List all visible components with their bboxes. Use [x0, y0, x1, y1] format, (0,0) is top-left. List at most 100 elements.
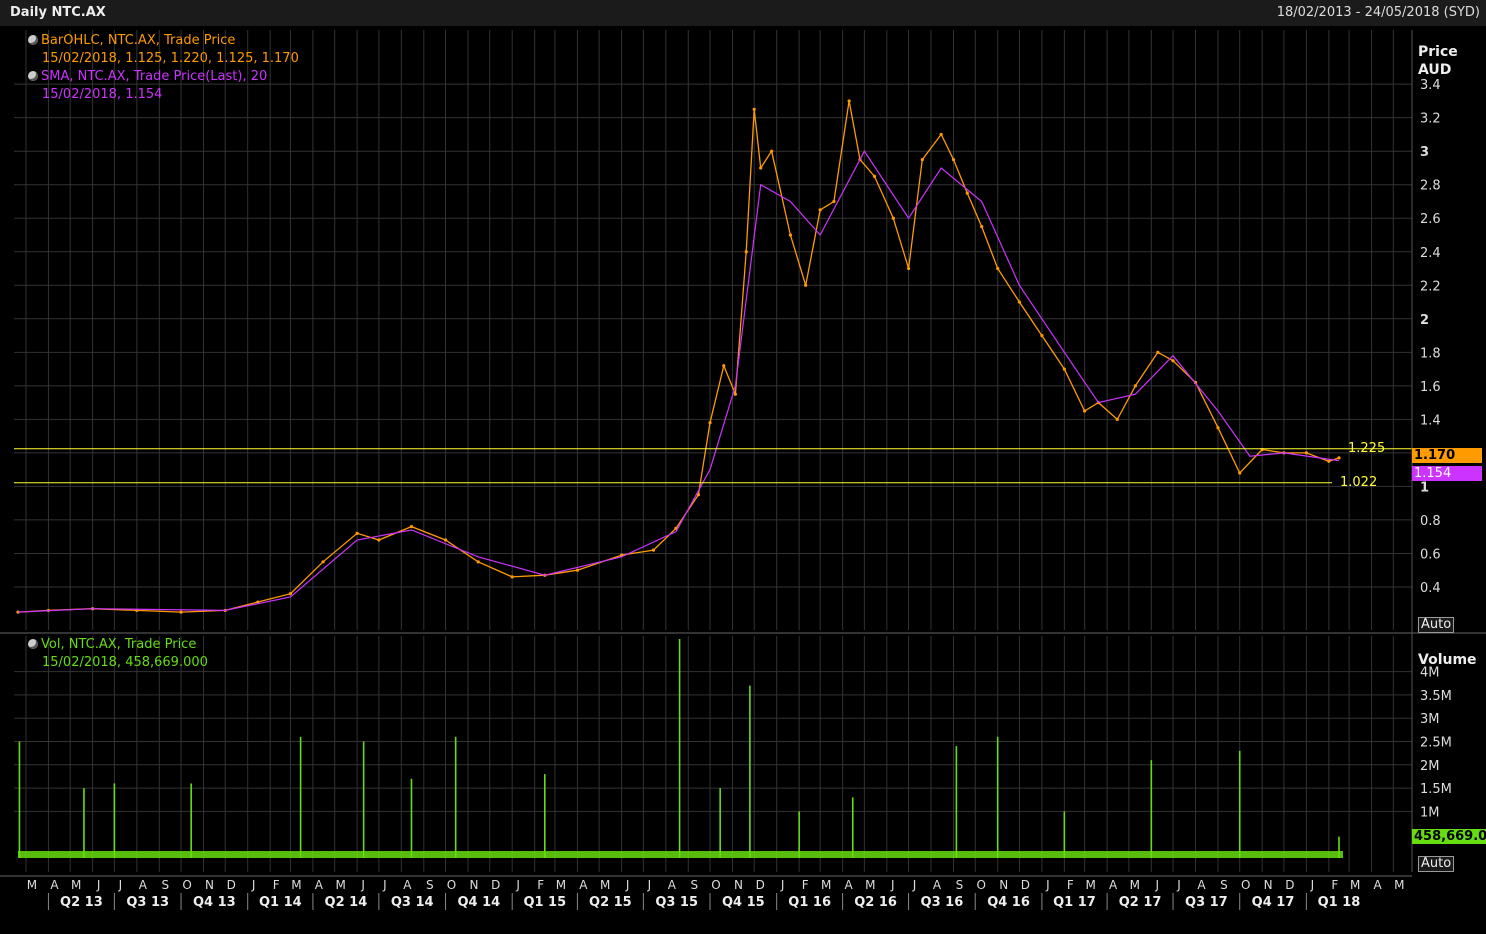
sma-series-line — [17, 150, 1340, 613]
month-tick-label: J — [625, 878, 630, 892]
last-price-tag: 1.170 — [1412, 448, 1482, 463]
price-point — [651, 548, 656, 552]
month-tick-label: J — [360, 878, 365, 892]
price-point — [1156, 350, 1160, 354]
month-tick-label: J — [118, 878, 123, 892]
month-tick-label: M — [556, 878, 566, 892]
month-tick-label: M — [291, 878, 301, 892]
volume-bar — [678, 638, 681, 858]
price-point — [179, 610, 183, 614]
price-point — [708, 421, 712, 425]
volume-series-name: Vol, NTC.AX, Trade Price — [41, 637, 197, 652]
quarter-tick-label: Q3 16 — [921, 895, 964, 910]
price-point — [1017, 300, 1022, 304]
price-tick-label: 0.8 — [1420, 514, 1441, 529]
month-tick-label: J — [1310, 878, 1315, 892]
month-tick-label: F — [537, 878, 544, 892]
price-point — [832, 199, 836, 204]
month-tick-label: F — [273, 878, 280, 892]
month-tick-label: M — [71, 878, 81, 892]
price-point — [409, 525, 414, 529]
price-tick-label: 2 — [1420, 313, 1429, 328]
price-point — [965, 191, 969, 195]
month-tick-label: A — [579, 878, 588, 892]
price-point — [1171, 359, 1175, 363]
volume-tick-label: 1M — [1420, 805, 1440, 820]
month-tick-label: O — [182, 878, 191, 892]
month-tick-label: F — [802, 878, 809, 892]
quarter-tick-label: Q3 13 — [126, 895, 169, 910]
price-point — [733, 392, 737, 396]
month-tick-label: F — [1067, 878, 1074, 892]
price-point — [575, 568, 580, 572]
volume-bar — [798, 811, 800, 858]
volume-bar — [362, 741, 365, 858]
price-tick-label: 1.4 — [1420, 413, 1441, 428]
price-tick-label: 1.6 — [1420, 380, 1441, 395]
price-legend: BarOHLC, NTC.AX, Trade Price 15/02/2018,… — [28, 32, 299, 104]
price-point — [744, 250, 748, 254]
price-point — [256, 600, 260, 604]
quarter-tick-label: Q1 17 — [1053, 895, 1096, 910]
month-tick-label: D — [1285, 878, 1294, 892]
quarter-tick-label: Q3 15 — [655, 895, 698, 910]
chart-canvas[interactable]: 0.40.60.811.21.41.61.822.22.42.62.833.23… — [0, 26, 1486, 934]
volume-base-band — [18, 851, 1343, 858]
price-point — [722, 364, 726, 368]
month-tick-label: M — [821, 878, 831, 892]
month-tick-label: N — [734, 878, 743, 892]
chart-title: Daily NTC.AX — [10, 5, 106, 20]
hline-lower-label: 1.022 — [1340, 474, 1378, 490]
month-tick-label: D — [227, 878, 236, 892]
month-tick-label: N — [1264, 878, 1273, 892]
price-point — [951, 157, 956, 162]
month-tick-label: A — [50, 878, 59, 892]
price-point — [752, 107, 756, 111]
legend-bullet-icon[interactable] — [28, 639, 38, 649]
volume-bar — [1238, 750, 1241, 858]
volume-legend: Vol, NTC.AX, Trade Price 15/02/2018, 458… — [28, 636, 208, 672]
price-points — [16, 99, 1341, 614]
price-point — [321, 560, 325, 564]
month-tick-label: O — [711, 878, 720, 892]
price-tick-label: 3.2 — [1420, 112, 1441, 127]
legend-bullet-icon[interactable] — [28, 35, 38, 45]
quarter-tick-label: Q2 15 — [589, 895, 632, 910]
price-point — [847, 99, 851, 103]
quarter-tick-label: Q1 15 — [523, 895, 566, 910]
horizontal-lines — [14, 448, 1412, 484]
date-range: 18/02/2013 - 24/05/2018 (SYD) — [1276, 5, 1480, 20]
title-bar: Daily NTC.AX 18/02/2013 - 24/05/2018 (SY… — [0, 0, 1486, 27]
price-auto-button[interactable]: Auto — [1418, 617, 1455, 633]
volume-tick-label: 3M — [1420, 712, 1440, 727]
price-point — [759, 166, 763, 170]
volume-bar — [1150, 760, 1153, 858]
month-tick-label: J — [780, 878, 785, 892]
month-tick-label: S — [690, 878, 698, 892]
price-tick-label: 0.4 — [1420, 581, 1441, 596]
volume-bar — [996, 736, 999, 858]
price-tick-label: 2.2 — [1420, 279, 1441, 294]
month-tick-label: M — [1130, 878, 1140, 892]
volume-bar — [851, 797, 854, 858]
month-tick-label: O — [976, 878, 985, 892]
month-tick-label: A — [845, 878, 854, 892]
quarter-tick-label: Q2 16 — [854, 895, 897, 910]
month-tick-label: D — [1021, 878, 1030, 892]
volume-auto-button[interactable]: Auto — [1418, 856, 1455, 872]
ohlc-values: 15/02/2018, 1.125, 1.220, 1.125, 1.170 — [42, 51, 299, 66]
price-point — [1083, 409, 1087, 413]
legend-bullet-icon[interactable] — [28, 71, 38, 81]
month-tick-label: J — [1176, 878, 1181, 892]
price-point — [377, 538, 381, 542]
price-point — [443, 538, 448, 542]
volume-bar — [719, 788, 721, 858]
quarter-tick-label: Q1 14 — [259, 895, 302, 910]
price-tick-label: 2.4 — [1420, 246, 1441, 261]
quarter-tick-label: Q1 16 — [788, 895, 831, 910]
volume-bar — [410, 778, 413, 858]
month-tick-label: A — [315, 878, 324, 892]
volume-bar — [749, 685, 751, 858]
month-tick-label: A — [139, 878, 148, 892]
month-tick-label: M — [600, 878, 610, 892]
